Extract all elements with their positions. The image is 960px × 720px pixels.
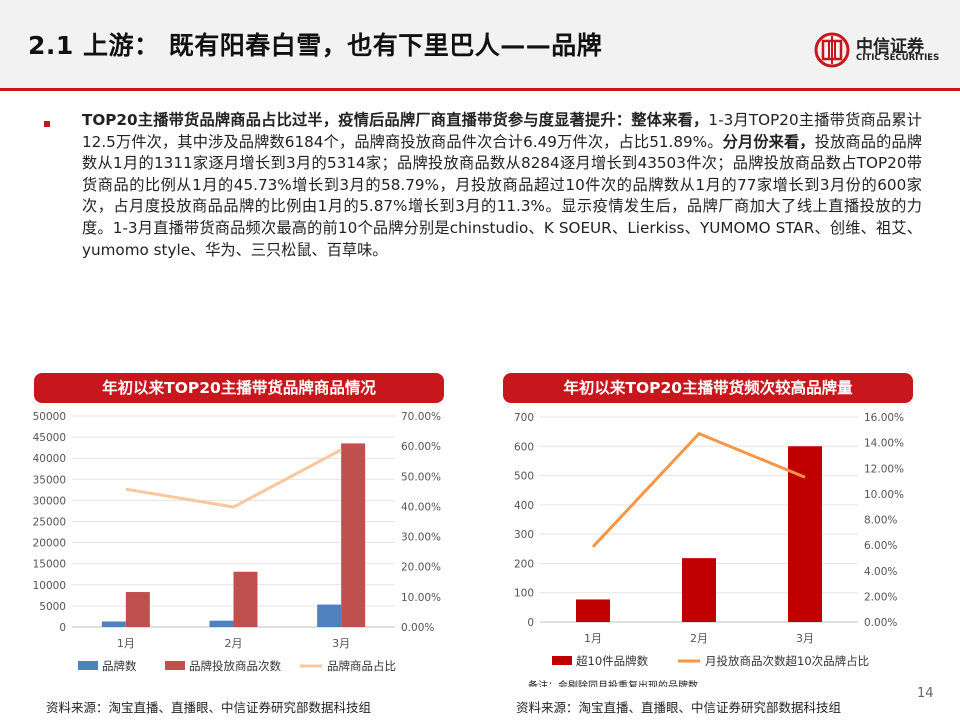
y-tick-label-right: 30.00% (401, 532, 441, 544)
bar-品牌数 (209, 620, 234, 627)
y-tick-label-left: 300 (514, 529, 534, 541)
y-tick-label-right: 0.00% (864, 617, 897, 629)
legend-swatch-品牌投放商品次数 (165, 661, 185, 670)
chart-right-title: 年初以来TOP20主播带货频次较高品牌量 (503, 373, 913, 403)
citic-logo-icon (814, 32, 850, 68)
y-tick-label-left: 400 (514, 500, 534, 512)
y-tick-label-right: 20.00% (401, 562, 441, 574)
y-tick-label-left: 500 (514, 471, 534, 483)
y-tick-label-left: 0 (59, 622, 66, 634)
chart-top-brands: 0 100 200 300 400 500 600 700 0.00% 2.00% 4.00% 6.0… (514, 412, 904, 668)
logo-text-cn: 中信证券 (856, 37, 924, 57)
line-月投放商品次数超10次品牌占比 (591, 431, 806, 548)
y-tick-label-right: 4.00% (864, 566, 897, 578)
y-tick-label-right: 10.00% (864, 489, 904, 501)
x-tick-label: 1月 (117, 637, 135, 650)
bar-品牌投放商品次数 (233, 571, 258, 627)
x-tick-label: 3月 (796, 632, 814, 645)
bar-品牌投放商品次数 (341, 443, 366, 627)
legend-swatch-超10件品牌数 (552, 656, 572, 665)
paragraph-mid: 分月份来看， (722, 132, 815, 151)
citic-logo: 中信证券 CITIC SECURITIES (814, 30, 944, 70)
y-tick-label-left: 0 (527, 617, 534, 629)
y-tick-label-left: 50000 (33, 411, 66, 423)
legend-label: 品牌投放商品次数 (189, 659, 281, 673)
x-tick-label: 1月 (584, 632, 602, 645)
legend-label: 月投放商品次数超10次品牌占比 (705, 654, 869, 668)
page-number: 14 (917, 686, 934, 701)
y-tick-label-right: 2.00% (864, 591, 897, 603)
y-tick-label-left: 5000 (39, 601, 66, 613)
y-tick-label-right: 40.00% (401, 501, 441, 513)
y-tick-label-left: 100 (514, 588, 534, 600)
legend-label: 品牌数 (102, 659, 137, 673)
bullet-square-icon (44, 121, 50, 127)
y-tick-label-left: 35000 (33, 474, 66, 486)
y-tick-label-right: 14.00% (864, 438, 904, 450)
paragraph-part2: 投放商品的品牌数从1月的1311家逐月增长到3月的5314家；品牌投放商品数从8… (82, 132, 922, 259)
source-left: 资料来源：淘宝直播、直播眼、中信证券研究部数据科技组 (46, 700, 372, 715)
bar-超10件品牌数 (682, 558, 716, 622)
y-tick-label-right: 16.00% (864, 412, 904, 424)
y-tick-label-left: 25000 (33, 517, 66, 529)
legend-swatch-品牌数 (78, 661, 98, 670)
body-paragraph: TOP20主播带货品牌商品占比过半，疫情后品牌厂商直播带货参与度显著提升：整体来… (82, 110, 922, 261)
y-tick-label-left: 40000 (33, 453, 66, 465)
chart-note: 备注：会剔除同月投重复出现的品牌数 (528, 681, 698, 687)
x-tick-label: 2月 (690, 632, 708, 645)
x-tick-label: 3月 (332, 637, 350, 650)
y-tick-label-right: 10.00% (401, 592, 441, 604)
bar-品牌数 (317, 604, 342, 627)
y-tick-label-left: 600 (514, 441, 534, 453)
y-tick-label-right: 70.00% (401, 411, 441, 423)
y-tick-label-right: 60.00% (401, 441, 441, 453)
chart-brand-products: 0 5000 10000 15000 20000 25000 30000 35000 40000… (33, 411, 441, 673)
legend-label: 超10件品牌数 (576, 654, 649, 668)
y-tick-label-left: 30000 (33, 495, 66, 507)
y-tick-label-left: 45000 (33, 432, 66, 444)
y-tick-label-right: 0.00% (401, 622, 434, 634)
header-divider (0, 88, 960, 91)
bar-品牌投放商品次数 (125, 592, 150, 627)
paragraph-lead: TOP20主播带货品牌商品占比过半，疫情后品牌厂商直播带货参与度显著提升：整体来… (82, 111, 709, 129)
bar-超10件品牌数 (576, 599, 610, 622)
y-tick-label-right: 8.00% (864, 515, 897, 527)
bar-品牌数 (101, 621, 126, 627)
paragraph-part1: 1-3月TOP20主播带货商品累计12.5万件次，其中涉及品牌数6184个，品牌… (82, 111, 922, 151)
chart-left-title: 年初以来TOP20主播带货品牌商品情况 (34, 373, 444, 403)
y-tick-label-right: 6.00% (864, 540, 897, 552)
source-right: 资料来源：淘宝直播、直播眼、中信证券研究部数据科技组 (516, 700, 842, 715)
line-品牌商品占比 (125, 448, 342, 509)
legend-label: 品牌商品占比 (327, 659, 396, 673)
y-tick-label-left: 10000 (33, 580, 66, 592)
header-bar (0, 0, 960, 88)
y-tick-label-right: 12.00% (864, 463, 904, 475)
y-tick-label-right: 50.00% (401, 471, 441, 483)
y-tick-label-left: 700 (514, 412, 534, 424)
bar-超10件品牌数 (788, 446, 822, 622)
logo-text-en: CITIC SECURITIES (856, 53, 940, 63)
y-tick-label-left: 200 (514, 558, 534, 570)
y-tick-label-left: 15000 (33, 559, 66, 571)
y-tick-label-left: 20000 (33, 538, 66, 550)
page-title: 2.1 上游： 既有阳春白雪，也有下里巴人——品牌 (28, 31, 603, 60)
x-tick-label: 2月 (225, 637, 243, 650)
